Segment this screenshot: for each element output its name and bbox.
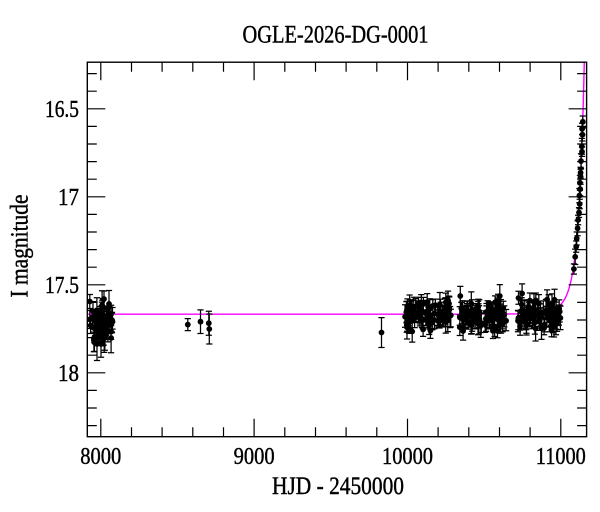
svg-text:8000: 8000 xyxy=(80,444,121,470)
svg-text:11000: 11000 xyxy=(536,444,586,470)
svg-text:10000: 10000 xyxy=(382,444,433,470)
svg-text:17: 17 xyxy=(58,185,79,211)
svg-text:18: 18 xyxy=(58,361,79,387)
svg-text:OGLE-2026-DG-0001: OGLE-2026-DG-0001 xyxy=(243,22,429,49)
svg-text:I magnitude: I magnitude xyxy=(7,195,34,298)
svg-text:9000: 9000 xyxy=(234,444,275,470)
svg-text:17.5: 17.5 xyxy=(45,273,79,299)
svg-text:16.5: 16.5 xyxy=(45,97,79,123)
svg-text:HJD - 2450000: HJD - 2450000 xyxy=(272,473,404,500)
